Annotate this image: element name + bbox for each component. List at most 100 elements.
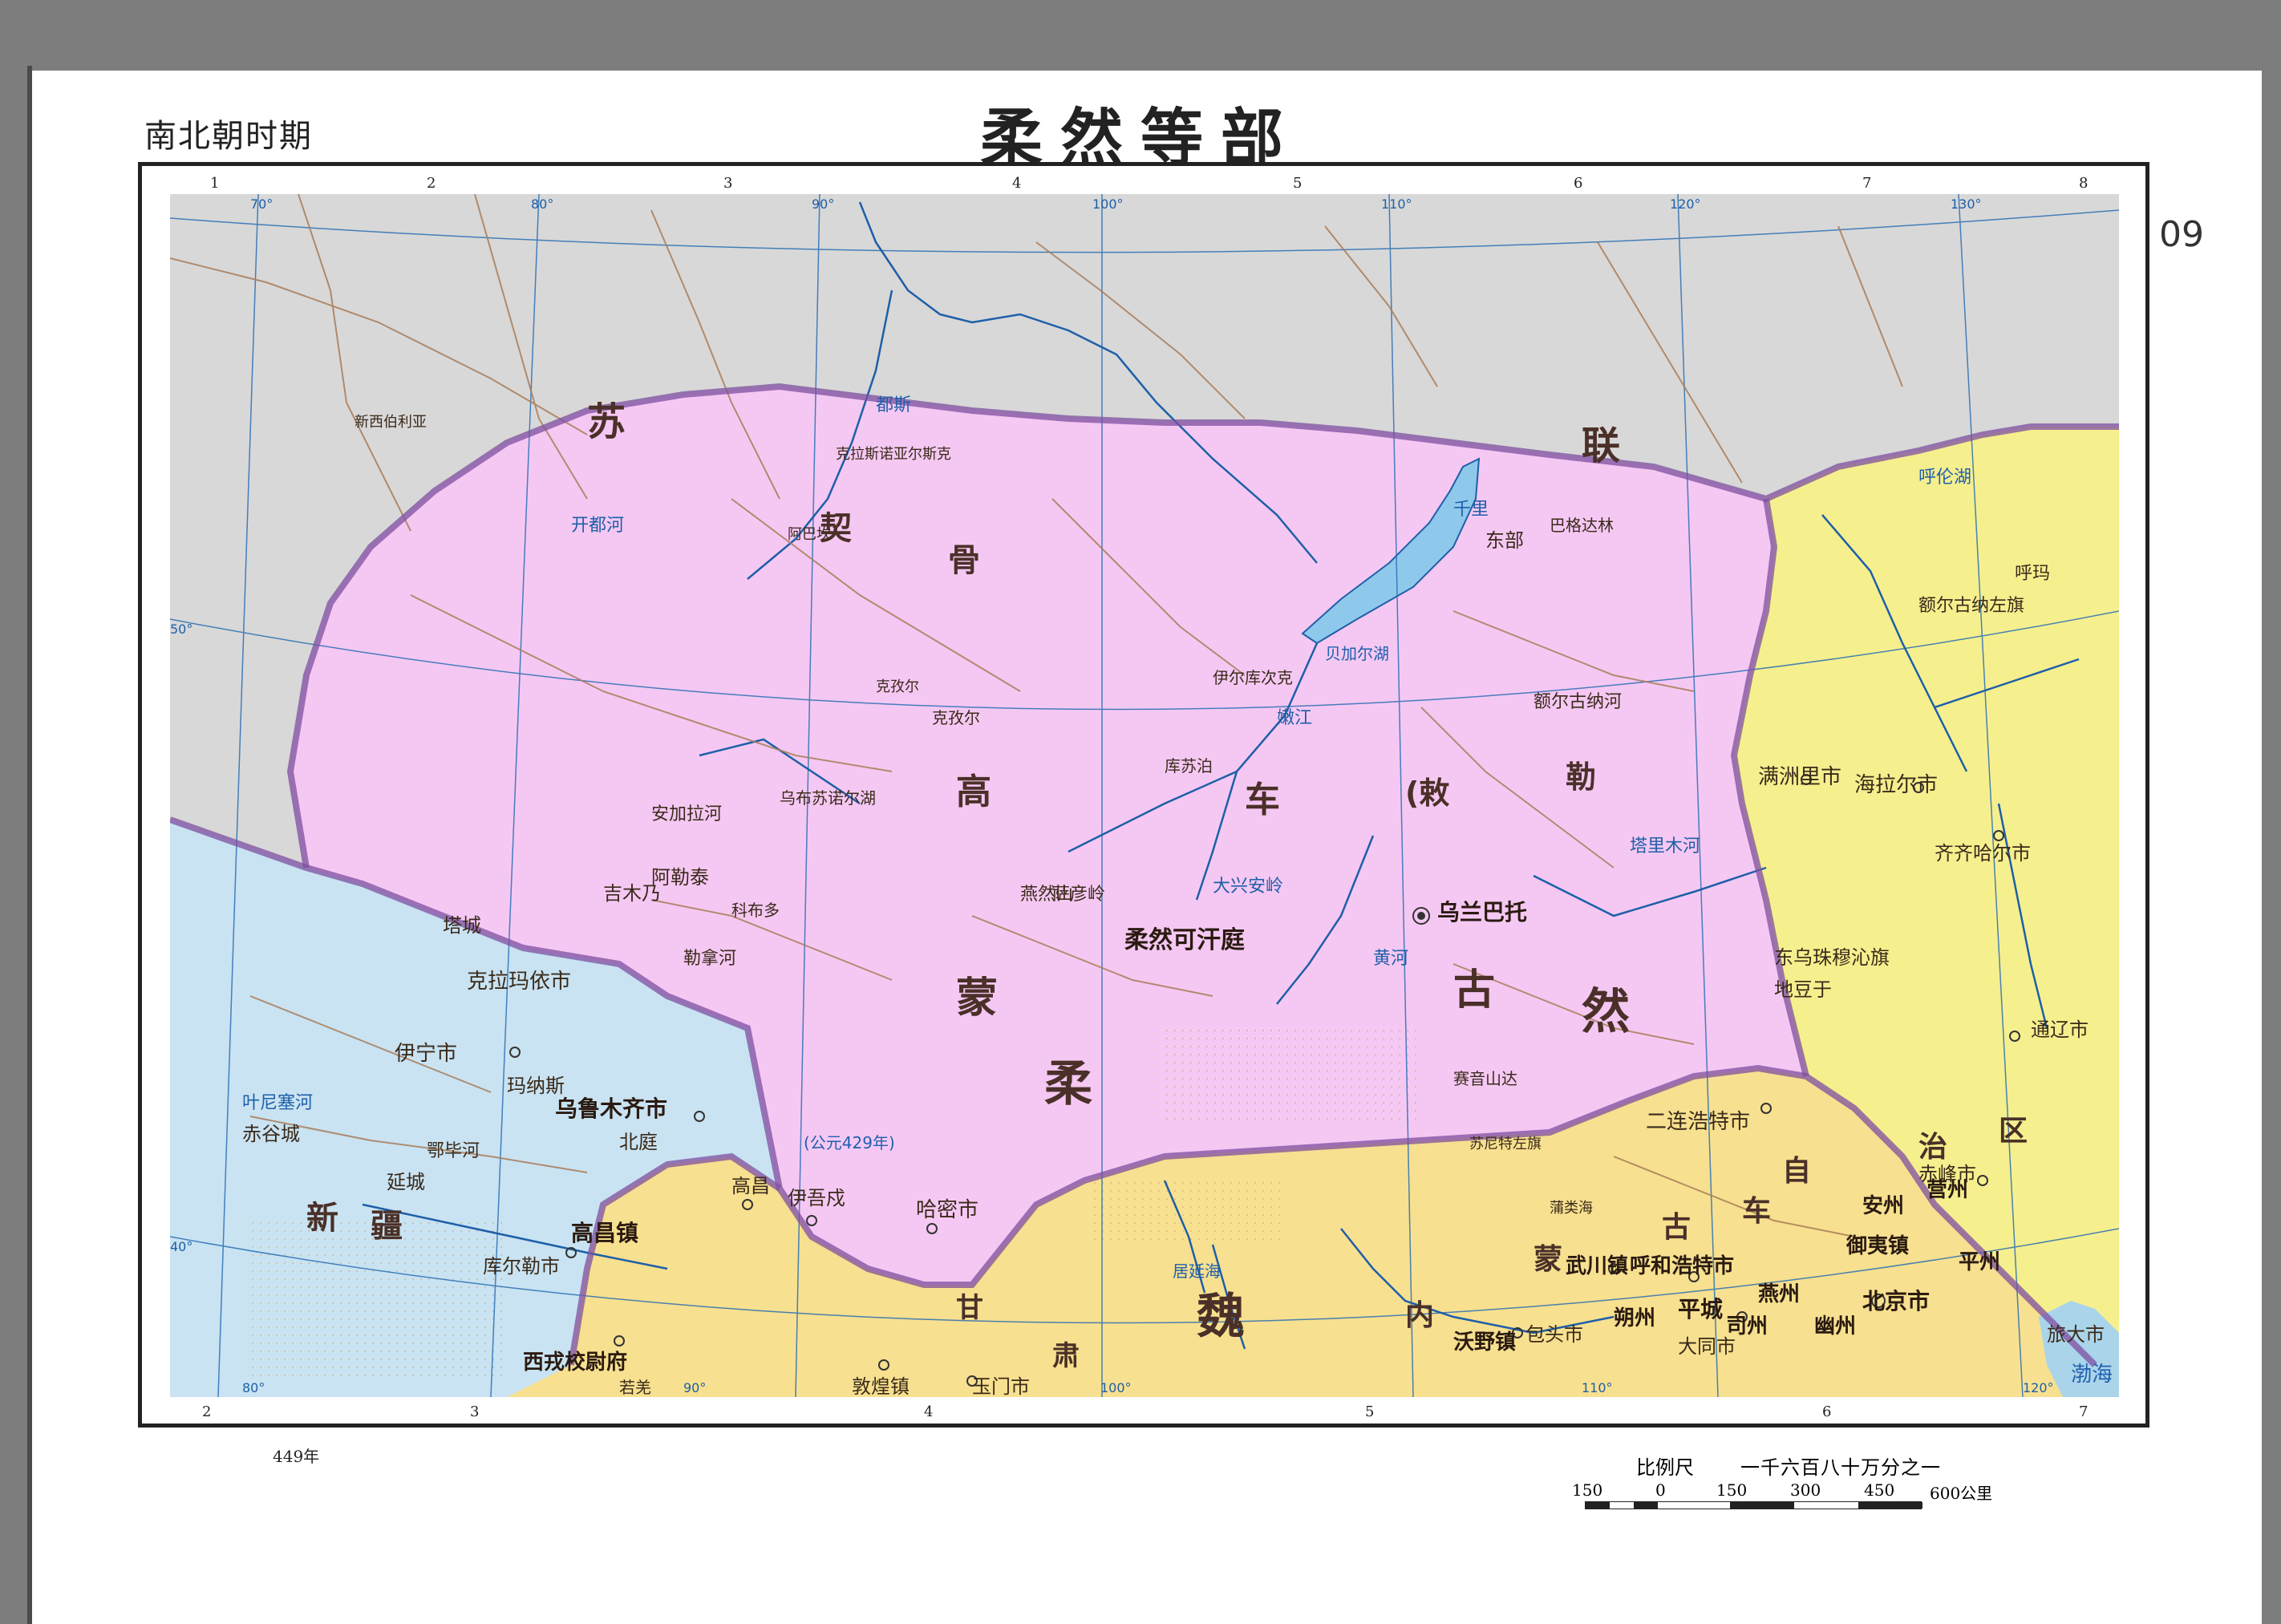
- label-altai: 勒拿河: [683, 948, 736, 969]
- label-yili: 叶尼塞河: [242, 1093, 313, 1113]
- place-yining: 伊宁市: [395, 1042, 457, 1066]
- scale-bar-segment: [1730, 1502, 1794, 1509]
- terrain-lines: [170, 194, 1903, 1237]
- place-yanzhou: 燕州: [1758, 1282, 1800, 1306]
- scale-tick: 0: [1655, 1480, 1666, 1500]
- border-lines: [170, 383, 2119, 1367]
- lat-40: 40°: [170, 1239, 192, 1254]
- scale-label: 比例尺: [1636, 1456, 1694, 1479]
- label-kerulen: 塔里木河: [1630, 836, 1700, 857]
- label-yanmou: 燕然山: [1020, 885, 1073, 905]
- place-elunchun: 额尔古纳左旗: [1918, 596, 2024, 616]
- region-gao: 高: [956, 772, 991, 812]
- region-nei: 内: [1405, 1299, 1434, 1332]
- lon-80: 80°: [531, 196, 553, 212]
- feature-labels: 贝加尔湖 嫩江 大兴安岭 黄河 塔里木河 都斯 开都河 萨彦岭 额尔古纳河 勒拿…: [242, 395, 1971, 1161]
- region-labels: 苏 联 柔 然 魏 高 车 (敕 勒 蒙 古 契 骨 新 疆 蒙 内 古 自 车…: [306, 399, 2028, 1372]
- region-gu: 古: [1453, 966, 1495, 1014]
- region-qi: 契: [820, 510, 852, 547]
- region-zi: 自: [1782, 1155, 1811, 1188]
- label-selenge: 嫩江: [1277, 708, 1312, 728]
- region-su-zhou: 肃: [1052, 1340, 1080, 1372]
- place-hohhot: 呼和浩特市: [1630, 1253, 1734, 1278]
- label-kyzyl: 克孜尔: [876, 678, 919, 695]
- col-2: 2: [427, 175, 436, 192]
- place-pingcheng: 平城: [1678, 1296, 1723, 1322]
- col-b5: 5: [1365, 1403, 1375, 1420]
- map-canvas[interactable]: 70° 苏 联 柔 然 魏 高 车 (敕 勒 蒙 古 契 骨 新 疆 蒙 内 古…: [170, 194, 2119, 1397]
- col-b2: 2: [202, 1403, 212, 1420]
- place-yuyi: 御夷镇: [1845, 1233, 1909, 1258]
- region-gu3: 古: [1662, 1211, 1691, 1244]
- place-pingzhou: 平州: [1959, 1250, 2000, 1274]
- map-outer-frame: [138, 162, 2149, 1428]
- longitude-labels: 70° 80° 90° 100° 110° 120° 130° 80° 90° …: [170, 196, 2054, 1395]
- lon-b100: 100°: [1100, 1380, 1132, 1395]
- graticule: [170, 194, 2119, 1397]
- place-anzhou: 安州: [1862, 1194, 1904, 1218]
- place-sizhou: 司州: [1726, 1314, 1768, 1338]
- lon-b90: 90°: [683, 1380, 706, 1395]
- label-tengri: 鄂毕河: [427, 1141, 480, 1161]
- place-urumqi: 乌鲁木齐市: [555, 1095, 667, 1122]
- col-7: 7: [1862, 175, 1872, 192]
- period-label: 南北朝时期: [144, 118, 313, 155]
- col-5: 5: [1293, 175, 1303, 192]
- place-yingzhou: 营州: [1926, 1178, 1968, 1202]
- place-manas: 玛纳斯: [507, 1075, 565, 1097]
- place-abakan: 阿巴坎: [788, 526, 831, 543]
- city-markers: [509, 774, 2020, 1387]
- place-bohai: 渤海: [2071, 1363, 2113, 1387]
- place-kusuhu: 库苏泊: [1165, 756, 1213, 776]
- lon-110: 110°: [1381, 196, 1412, 212]
- place-kobdo: 科布多: [731, 901, 780, 920]
- place-xirong: 西戎校尉府: [523, 1350, 627, 1375]
- place-irkutsk: 伊尔库次克: [1213, 668, 1293, 687]
- region-nmeng: 蒙: [1533, 1243, 1562, 1276]
- lon-130: 130°: [1951, 196, 1982, 212]
- label-baikal: 贝加尔湖: [1325, 644, 1389, 663]
- scale-bar-segment: [1586, 1502, 1610, 1509]
- col-b6: 6: [1822, 1403, 1832, 1420]
- region-meng: 蒙: [956, 974, 998, 1023]
- place-manzhouli: 满洲里市: [1758, 765, 1841, 789]
- col-b7: 7: [2079, 1403, 2089, 1420]
- place-datong: 大同市: [1678, 1335, 1736, 1358]
- place-yiwu-note: 蒲类海: [1550, 1200, 1593, 1217]
- badain-dots: [1092, 1181, 1285, 1245]
- place-qiqihar: 齐齐哈尔市: [1935, 842, 2031, 865]
- region-lian: 联: [1582, 423, 1620, 468]
- place-wuchuan: 武川镇: [1566, 1254, 1628, 1278]
- col-6: 6: [1574, 175, 1583, 192]
- taklimakan-dots: [250, 1221, 507, 1381]
- place-jimunai: 吉木乃: [603, 882, 661, 905]
- lon-90: 90°: [812, 196, 834, 212]
- place-baotou: 包头市: [1525, 1323, 1583, 1346]
- place-tacheng: 塔城: [443, 914, 481, 937]
- place-dongbu: 东部: [1485, 529, 1524, 552]
- label-qianli: 千里: [1453, 500, 1489, 520]
- scale-legend: 比例尺 一千六百八十万分之一 150 0 150 300 450 600公里: [1572, 1452, 2021, 1516]
- label-ob: 开都河: [571, 516, 624, 536]
- region-che: 车: [1245, 780, 1280, 820]
- region-wei: 魏: [1197, 1289, 1245, 1345]
- place-kezier: 克孜尔: [932, 708, 980, 727]
- place-yumen: 玉门市: [972, 1375, 1030, 1397]
- place-hailar: 海拉尔市: [1854, 773, 1938, 797]
- place-puleihai: (公元429年): [804, 1133, 895, 1152]
- place-youzhou: 幽州: [1814, 1314, 1856, 1338]
- label-jinshan: 安加拉河: [651, 804, 722, 824]
- lon-b110: 110°: [1582, 1380, 1613, 1395]
- place-woye: 沃野镇: [1453, 1330, 1516, 1355]
- place-novosibirsk: 新西伯利亚: [355, 414, 427, 431]
- scale-bar: [1585, 1501, 1922, 1509]
- label-hulun: 呼伦湖: [1918, 468, 1971, 488]
- scale-bar-segment: [1634, 1502, 1658, 1509]
- place-beiting: 北庭: [619, 1131, 658, 1153]
- place-kelasi: 克拉斯诺亚尔斯克: [836, 446, 951, 463]
- label-sunite: 苏尼特左旗: [1469, 1136, 1542, 1152]
- place-ruoqiang: 若羌: [619, 1378, 651, 1397]
- place-hami: 哈密市: [916, 1198, 978, 1222]
- northeast-area: [1734, 427, 2119, 1397]
- col-8: 8: [2079, 175, 2089, 192]
